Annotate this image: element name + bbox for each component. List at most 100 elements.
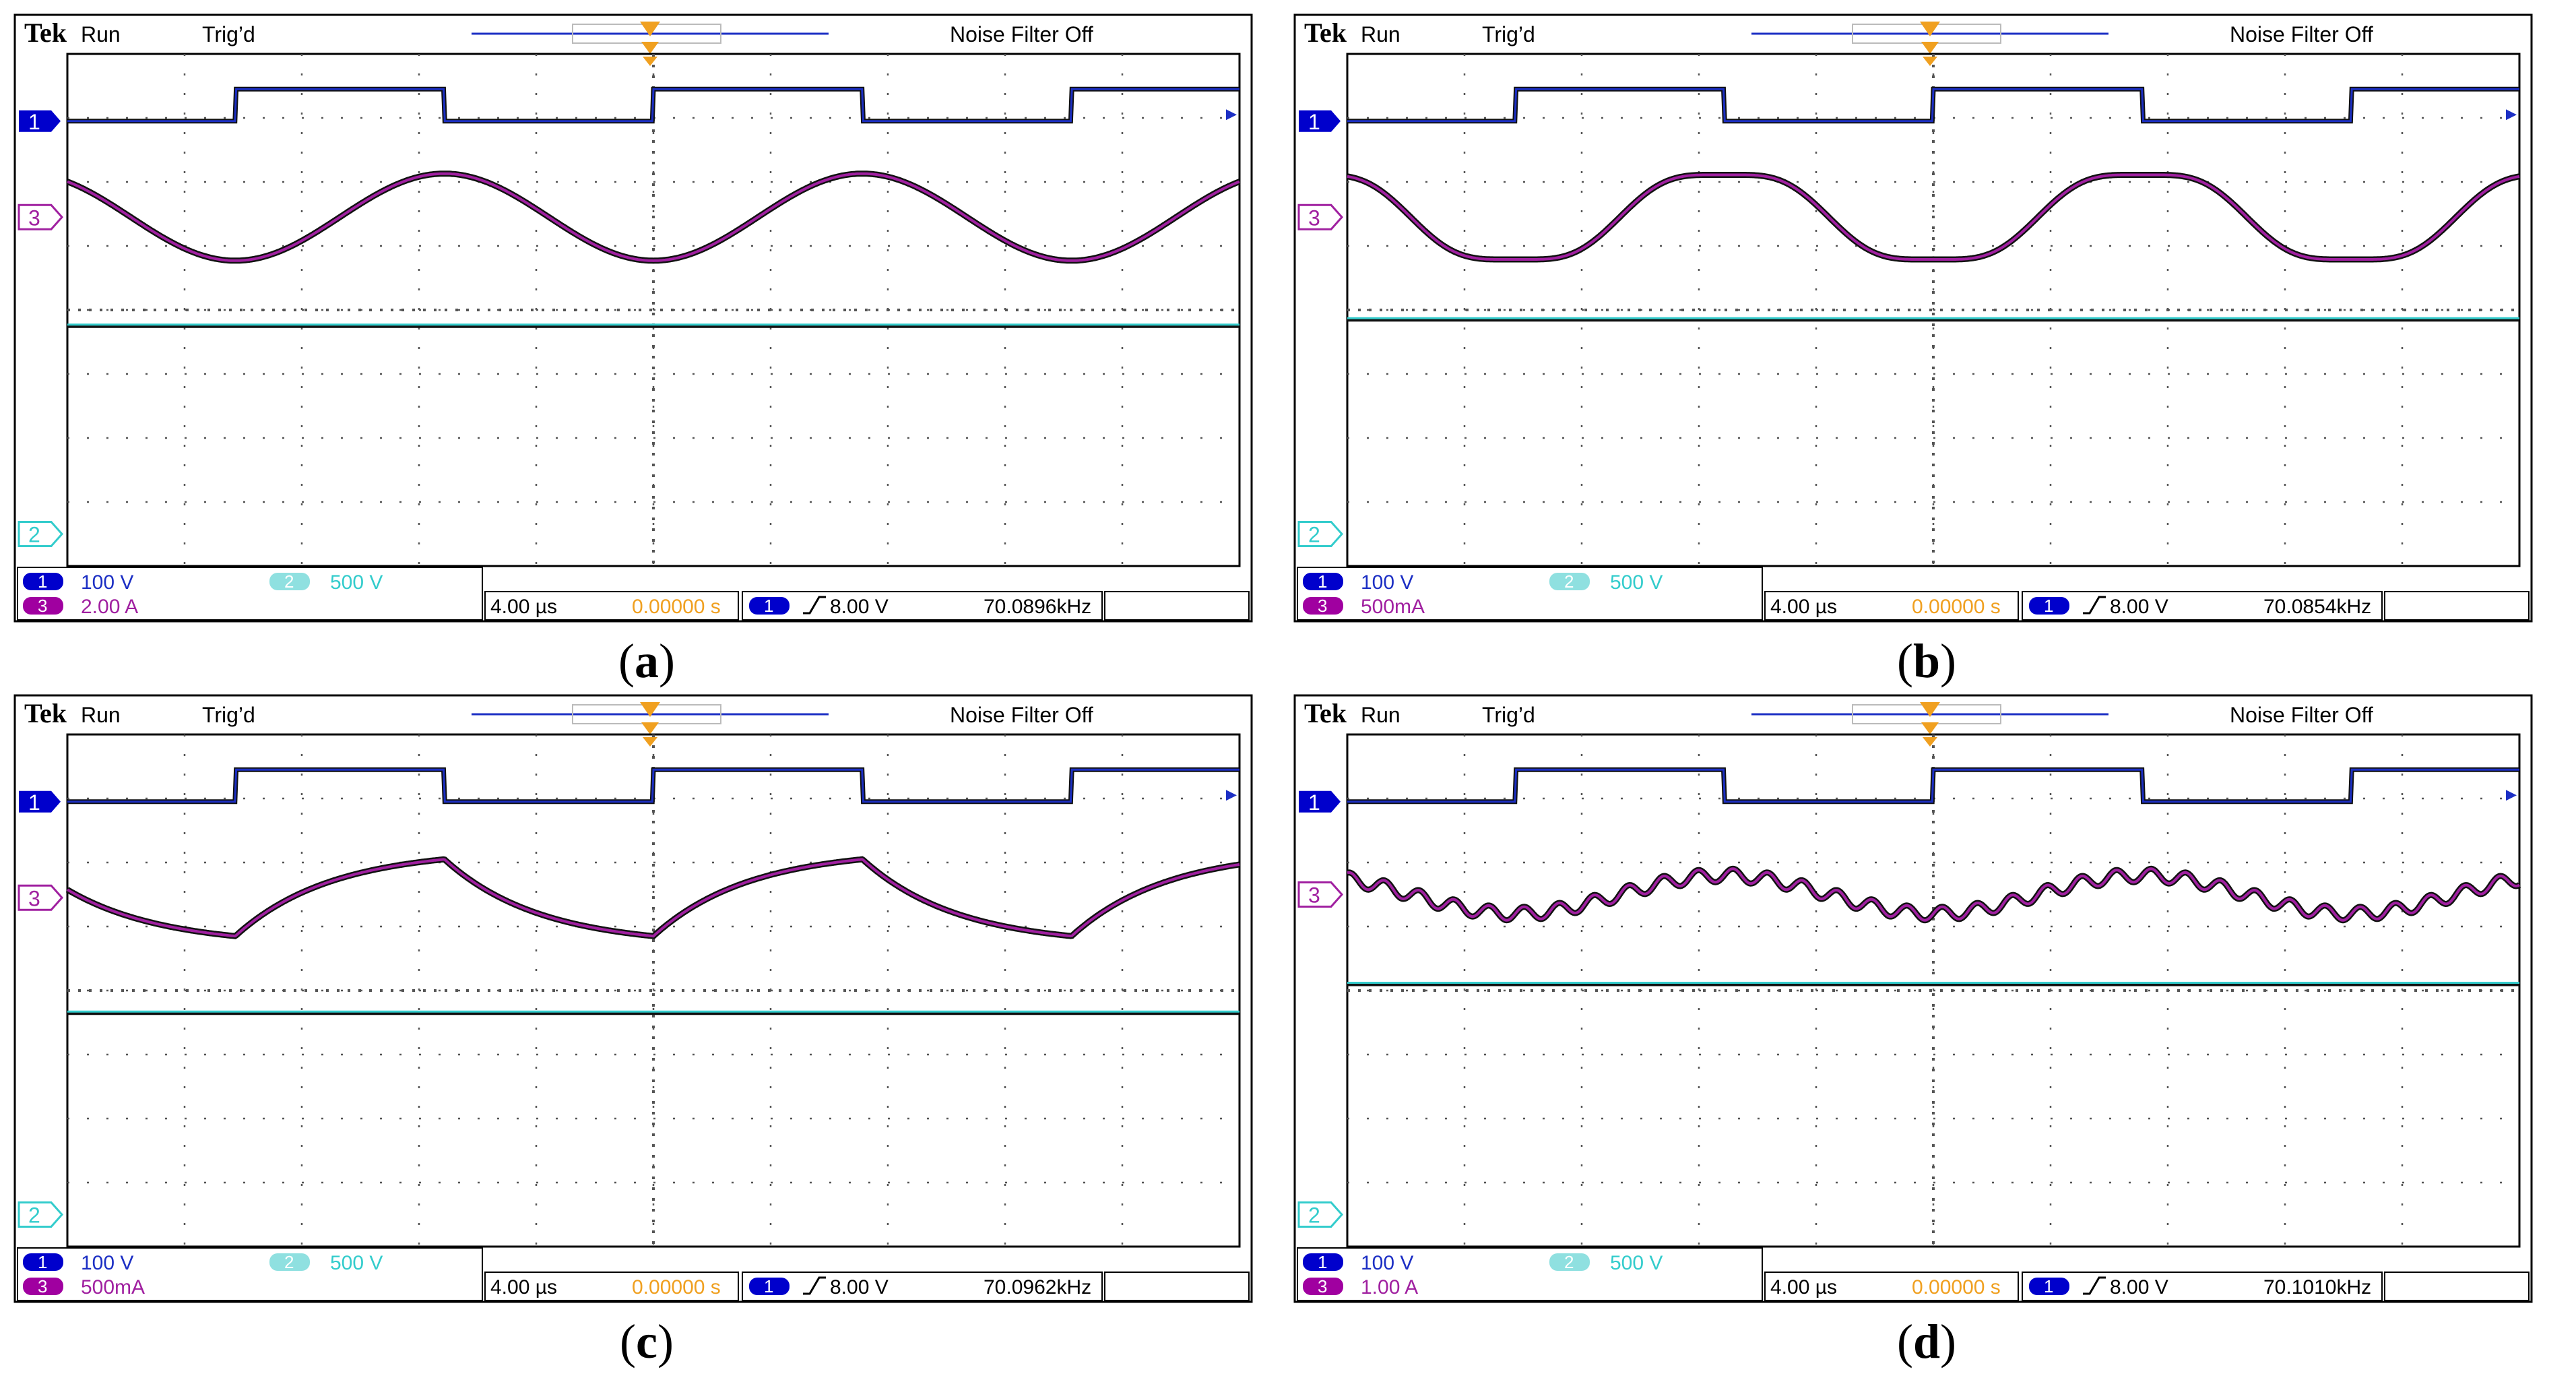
ch1-offset-arrow-icon <box>1226 109 1237 121</box>
ch1-scale-value: 100 V <box>81 571 133 594</box>
trigger-source-num: 1 <box>2044 596 2053 616</box>
trigger-level-value: 8.00 V <box>2110 1276 2168 1298</box>
ch2-scale-badge <box>269 573 310 590</box>
trigger-source-num: 1 <box>764 1276 773 1296</box>
timebase-value: 4.00 µs <box>1770 596 1837 618</box>
trigger-position-icon <box>1920 702 1940 717</box>
scope-panel-a: Tek Run Trig’d Noise Filter Off 1 3 2 1 100 V 2 50… <box>13 13 1280 688</box>
channel-readout-box <box>1297 567 1763 621</box>
ch2-marker-label: 2 <box>1308 1203 1320 1228</box>
noise-filter-label: Noise Filter Off <box>2230 703 2373 727</box>
ch2-scale-value: 500 V <box>1610 1252 1663 1274</box>
trigger-box <box>2022 1272 2383 1301</box>
frequency-value: 70.0896kHz <box>984 596 1091 618</box>
ch3-scale-value: 2.00 A <box>81 596 138 618</box>
scope-svg-a: Tek Run Trig’d Noise Filter Off 1 3 2 1 100 V 2 50… <box>13 13 1253 623</box>
ch3-trace <box>67 172 1240 262</box>
trigger-position-icon <box>640 702 660 717</box>
ch1-marker-icon <box>1299 110 1341 132</box>
ch1-scale-badge <box>1303 1253 1343 1271</box>
ch2-scale-value: 500 V <box>330 1252 383 1274</box>
ch2-marker-label: 2 <box>28 523 40 547</box>
run-state: Run <box>1361 22 1400 46</box>
graticule <box>66 733 1241 1248</box>
trigger-position-icon <box>1920 22 1940 36</box>
brand-label: Tek <box>1304 18 1347 48</box>
trigger-state: Trig’d <box>1482 22 1535 46</box>
run-state: Run <box>81 703 121 727</box>
ch1-trace <box>67 768 1239 803</box>
ch2-marker-icon <box>1297 521 1344 547</box>
trigger-box <box>742 1272 1103 1301</box>
trigger-state: Trig’d <box>1482 703 1535 727</box>
trigger-state: Trig’d <box>202 703 255 727</box>
trigger-source-badge <box>2029 1278 2069 1295</box>
brand-label: Tek <box>24 698 67 728</box>
ch1-marker-label: 1 <box>1308 110 1320 134</box>
trigger-position-icon <box>640 22 660 36</box>
panel-frame <box>13 13 1253 623</box>
ch1-scale-num: 1 <box>1318 571 1327 592</box>
rising-edge-icon <box>2083 1276 2106 1295</box>
ch3-scale-value: 500mA <box>81 1276 145 1298</box>
ch1-scale-value: 100 V <box>81 1252 133 1274</box>
ch1-scale-num: 1 <box>1318 1252 1327 1272</box>
timebase-box <box>484 1272 739 1301</box>
ch3-marker-label: 3 <box>1308 883 1320 908</box>
trigger-source-num: 1 <box>764 596 773 616</box>
frequency-value: 70.0962kHz <box>984 1276 1091 1298</box>
caption-d: (d) <box>1896 1315 1956 1369</box>
ch1-offset-arrow-icon <box>2506 790 2517 801</box>
empty-readout-box <box>2384 591 2530 621</box>
ch2-scale-num: 2 <box>284 571 294 592</box>
ch3-trace <box>1347 867 2521 922</box>
run-state: Run <box>81 22 121 46</box>
scope-svg-b: Tek Run Trig’d Noise Filter Off 1 3 2 1 100 V 2 50… <box>1293 13 2533 623</box>
rising-edge-icon <box>803 596 826 615</box>
scope-panel-d: Tek Run Trig’d Noise Filter Off 1 3 2 1 100 V 2 50… <box>1293 694 2560 1369</box>
trigger-source-badge <box>749 1278 790 1295</box>
ch3-trace <box>1347 173 2520 261</box>
trigger-point-icon <box>643 737 657 747</box>
ch3-scale-value: 1.00 A <box>1361 1276 1418 1298</box>
ch3-scale-badge <box>1303 1278 1343 1295</box>
caption-c: (c) <box>620 1315 674 1369</box>
ch3-marker-icon <box>1297 881 1344 908</box>
ch1-scale-value: 100 V <box>1361 571 1413 594</box>
ch2-scale-num: 2 <box>1564 1252 1574 1272</box>
ch1-marker-icon <box>1299 790 1341 813</box>
ch1-scale-num: 1 <box>38 1252 47 1272</box>
ch3-scale-badge <box>23 597 63 615</box>
ch3-marker-icon <box>18 203 64 230</box>
trigger-point-icon <box>1923 737 1937 747</box>
channel-readout-box <box>1297 1247 1763 1301</box>
trigger-box <box>2022 591 2383 621</box>
graticule <box>1346 733 2521 1248</box>
ch2-marker-label: 2 <box>28 1203 40 1228</box>
ch3-scale-num: 3 <box>1318 596 1327 616</box>
ch2-scale-num: 2 <box>1564 571 1574 592</box>
trigger-point-icon <box>641 722 659 734</box>
ch1-trace <box>67 88 1239 123</box>
ch3-marker-label: 3 <box>1308 206 1320 230</box>
ch3-scale-num: 3 <box>38 1276 47 1296</box>
delay-value: 0.00000 s <box>632 1276 721 1298</box>
ch1-marker-label: 1 <box>28 110 40 134</box>
ch3-scale-badge <box>1303 597 1343 615</box>
ch3-trace <box>66 858 1240 938</box>
frequency-value: 70.0854kHz <box>2263 596 2371 618</box>
trigger-point-icon <box>1923 57 1937 66</box>
ch1-scale-badge <box>1303 573 1343 590</box>
ch2-scale-badge <box>1549 573 1590 590</box>
scope-svg-d: Tek Run Trig’d Noise Filter Off 1 3 2 1 100 V 2 50… <box>1293 694 2533 1303</box>
channel-readout-box <box>17 1247 483 1301</box>
timebase-value: 4.00 µs <box>490 1276 557 1298</box>
trigger-point-icon <box>1921 722 1939 734</box>
ch3-scale-num: 3 <box>38 596 47 616</box>
empty-readout-box <box>1104 591 1250 621</box>
ch2-marker-label: 2 <box>1308 523 1320 547</box>
timebase-box <box>1764 1272 2019 1301</box>
ch1-marker-icon <box>19 790 61 813</box>
brand-label: Tek <box>24 18 67 48</box>
noise-filter-label: Noise Filter Off <box>950 22 1093 46</box>
